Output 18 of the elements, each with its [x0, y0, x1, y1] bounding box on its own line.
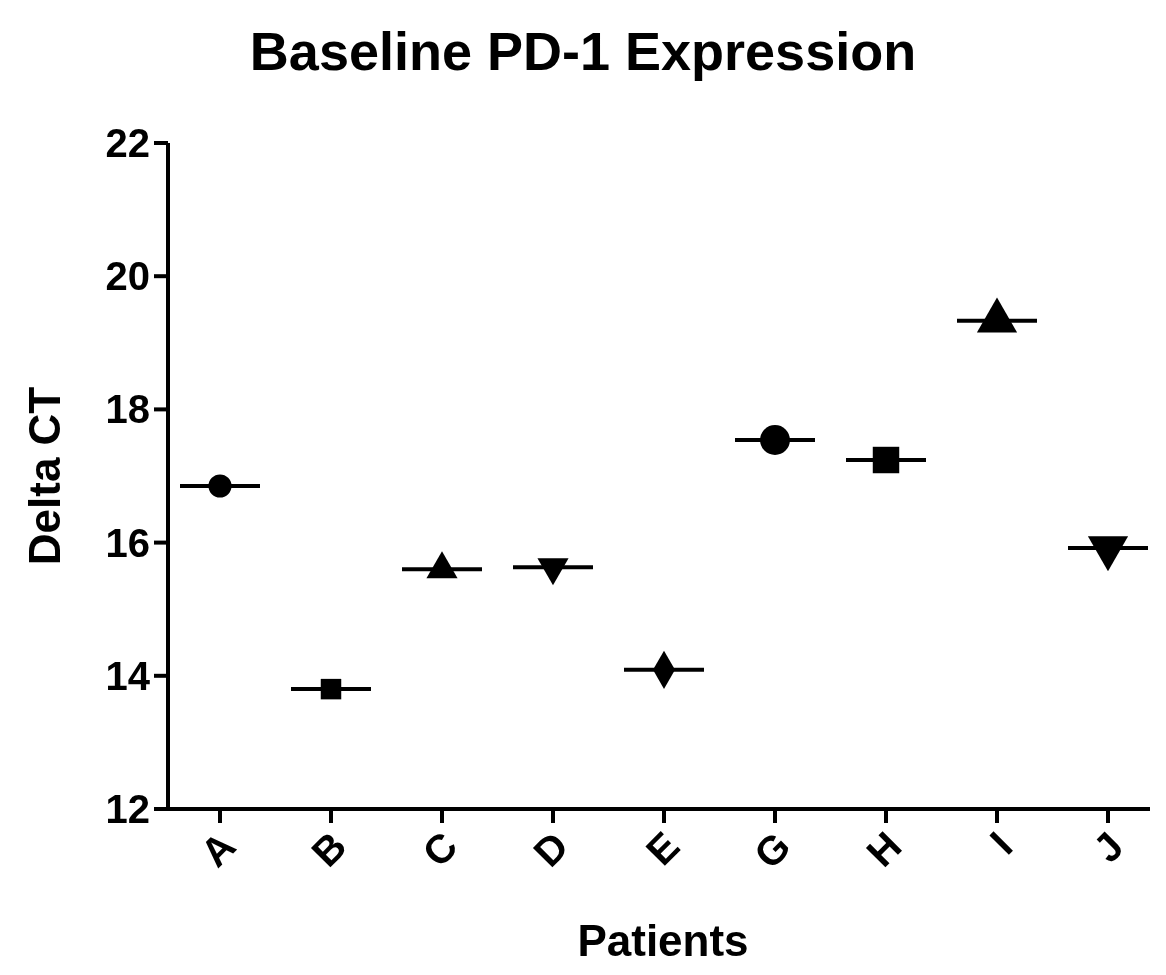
x-axis-title: Patients — [577, 916, 749, 965]
x-tick-label: G — [745, 823, 799, 877]
x-tick-label: I — [981, 823, 1021, 863]
chart-title: Baseline PD-1 Expression — [249, 21, 917, 81]
x-tick-label: C — [414, 823, 466, 875]
x-tick-label: D — [525, 823, 577, 875]
x-tick-label: B — [303, 823, 355, 875]
y-axis-title: Delta CT — [20, 386, 69, 566]
y-tick-label: 14 — [105, 653, 151, 698]
y-tick-label: 20 — [105, 254, 150, 299]
x-tick-label: J — [1084, 823, 1132, 871]
y-tick-label: 16 — [105, 520, 150, 565]
x-tick-label: E — [637, 823, 688, 874]
y-tick-label: 12 — [105, 787, 150, 831]
x-tick-label: H — [858, 823, 910, 875]
x-tick-label: A — [192, 823, 244, 875]
y-tick-label: 22 — [105, 121, 150, 165]
y-tick-label: 18 — [105, 387, 150, 432]
